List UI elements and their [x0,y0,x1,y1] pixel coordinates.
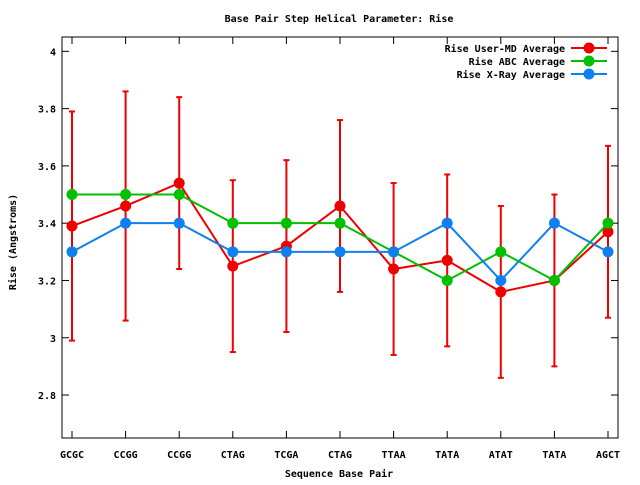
data-point [66,189,78,201]
legend-label: Rise ABC Average [469,56,565,68]
x-tick-label: CTAG [221,450,245,461]
data-point [173,217,185,229]
x-tick-label: GCGC [60,450,84,461]
data-point [388,246,400,258]
series-lines [66,177,614,298]
y-tick-label: 3.2 [38,276,56,287]
y-tick-label: 3 [50,334,56,345]
data-point [173,177,185,189]
data-point [334,217,346,229]
data-point [227,260,239,272]
axes: 2.8 3 3.2 3.4 3.6 3.8 4 GCGC CCGG CCGG CTAG TCGA CTA… [38,37,620,461]
legend-swatch-marker [583,55,595,67]
data-point [441,217,453,229]
data-point [280,246,292,258]
x-tick-label: TATA [542,450,566,461]
y-tick-label: 3.8 [38,105,56,116]
legend-label: Rise X-Ray Average [457,69,565,81]
y-tick-label: 3.4 [38,219,56,230]
data-point [120,217,132,229]
data-point [495,274,507,286]
data-point [548,217,560,229]
data-point [227,246,239,258]
error-bars [69,90,611,379]
x-tick-label: CCGG [167,450,191,461]
x-tick-label: CCGG [114,450,138,461]
y-tick-label: 2.8 [38,391,56,402]
data-point [548,274,560,286]
data-point [441,274,453,286]
x-tick-label: TTAA [382,450,406,461]
x-tick-label: AGCT [596,450,620,461]
y-tick-label: 4 [50,47,56,58]
data-point [227,217,239,229]
data-point [495,286,507,298]
x-tick-label: ATAT [489,450,513,461]
data-point [602,217,614,229]
x-tick-label: TATA [435,450,459,461]
x-tick-label: TCGA [274,450,298,461]
data-point [173,189,185,201]
data-point [66,220,78,232]
data-point [495,246,507,258]
legend-swatch-marker [583,42,595,54]
x-axis-label: Sequence Base Pair [285,468,393,480]
data-point [388,263,400,275]
data-point [441,254,453,266]
legend-label: Rise User-MD Average [445,43,565,55]
data-point [120,189,132,201]
data-point [334,200,346,212]
data-point [280,217,292,229]
data-point [334,246,346,258]
chart-title: Base Pair Step Helical Parameter: Rise [225,13,454,25]
legend-swatch-marker [583,68,595,80]
data-point [602,246,614,258]
data-point [602,226,614,238]
data-point [66,246,78,258]
y-axis-label: Rise (Angstroms) [7,194,19,290]
y-tick-label: 3.6 [38,162,56,173]
x-tick-label: CTAG [328,450,352,461]
data-point [120,200,132,212]
